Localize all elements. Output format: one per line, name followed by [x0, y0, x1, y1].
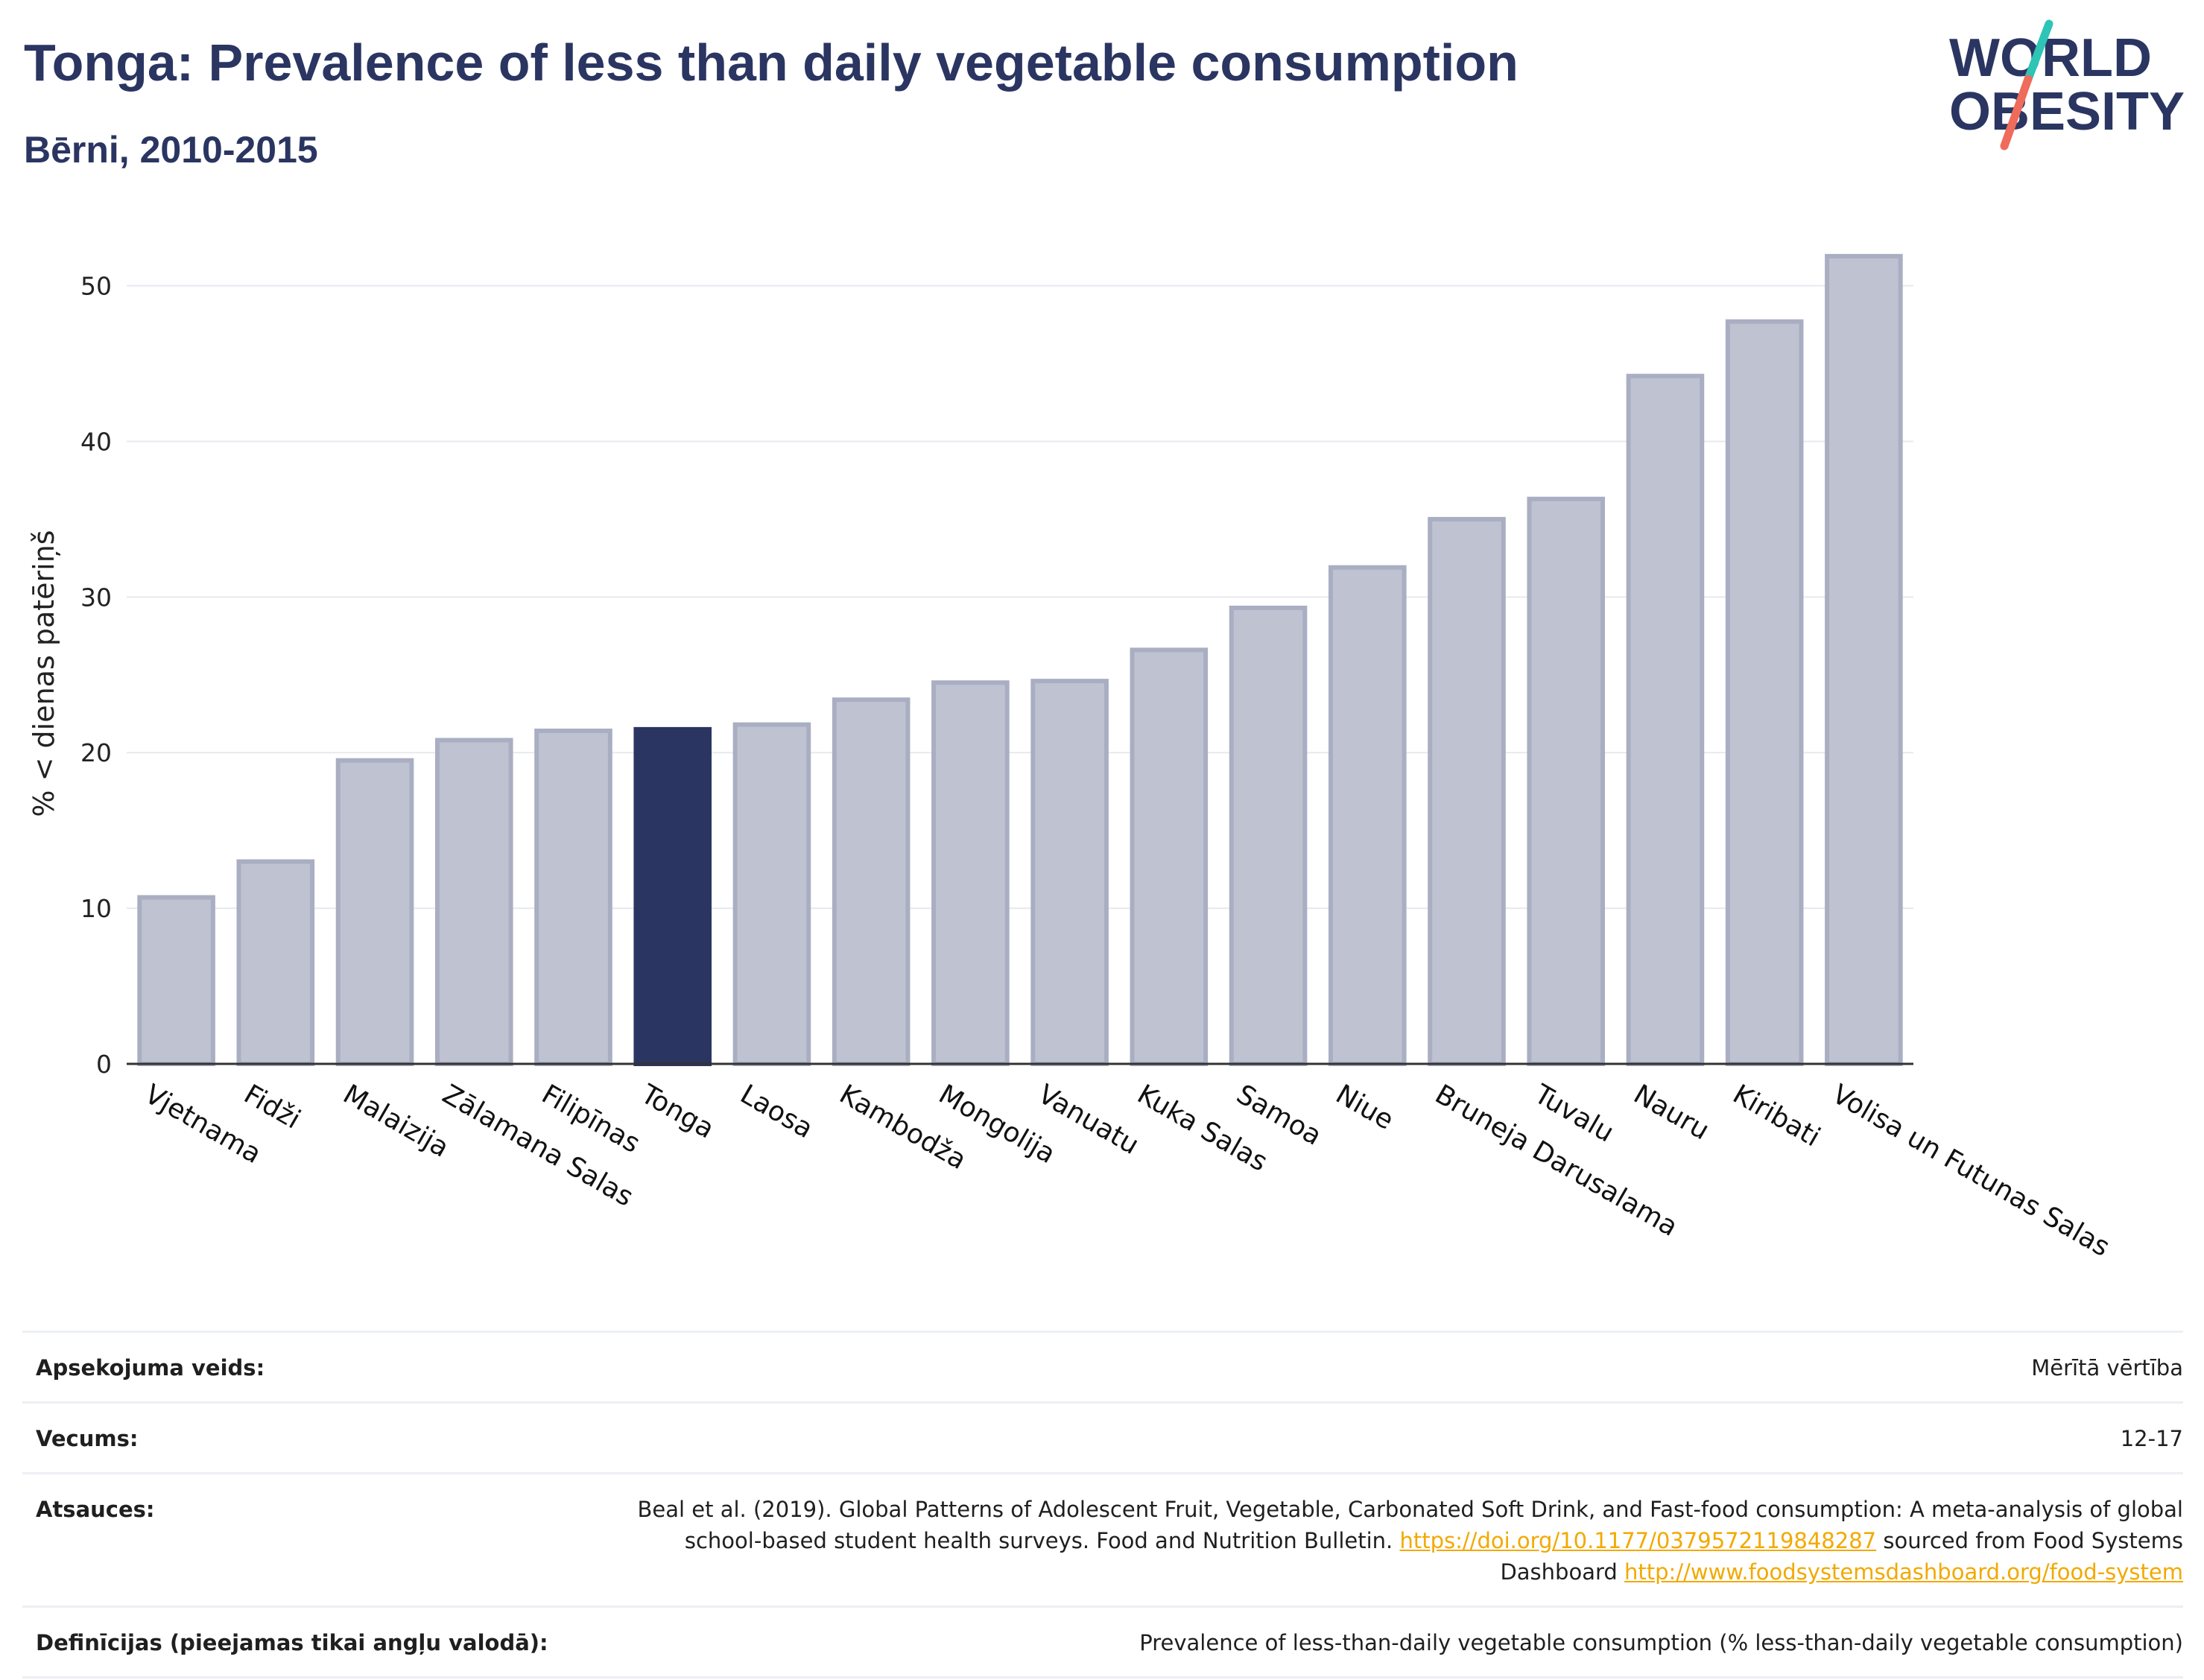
bar-Kambodža[interactable]: [832, 697, 911, 1066]
x-tick-label: Nauru: [1628, 1079, 1714, 1146]
bars: [137, 253, 1903, 1067]
x-tick-label: Volisa un Futunas Salas: [1827, 1079, 2115, 1263]
y-tick-label: 10: [80, 894, 112, 923]
page-subtitle: Bērni, 2010-2015: [24, 129, 318, 171]
bar-Mongolija[interactable]: [931, 680, 1010, 1066]
y-tick-label: 30: [80, 583, 112, 612]
meta-label: Atsauces:: [36, 1497, 155, 1522]
meta-row-references: Atsauces: Beal et al. (2019). Global Pat…: [22, 1472, 2183, 1605]
x-tick-label: Fidži: [238, 1079, 305, 1135]
y-tick-label: 50: [80, 272, 112, 301]
meta-row-survey-type: Apsekojuma veids: Mērītā vērtība: [22, 1331, 2183, 1401]
bar-Samoa[interactable]: [1229, 605, 1308, 1066]
logo-slash-bottom: [2000, 75, 2033, 150]
meta-label: Apsekojuma veids:: [36, 1355, 265, 1381]
bar-Vanuatu[interactable]: [1030, 679, 1109, 1066]
x-tick-label: Tonga: [635, 1079, 719, 1145]
bar-Tonga[interactable]: [633, 726, 712, 1067]
doi-link[interactable]: https://doi.org/10.1177/0379572119848287: [1399, 1528, 1877, 1553]
y-tick-label: 0: [96, 1050, 112, 1079]
bar-Kuka Salas[interactable]: [1130, 647, 1209, 1066]
meta-value-references: Beal et al. (2019). Global Patterns of A…: [574, 1494, 2183, 1588]
x-tick-label: Kiribati: [1728, 1079, 1825, 1153]
logo-text-obesity: OBESITY: [1949, 82, 2185, 142]
food-systems-link[interactable]: http://www.foodsystemsdashboard.org/food…: [1624, 1559, 2183, 1585]
meta-value: 12-17: [2120, 1426, 2183, 1451]
x-tick-label: Malaizija: [338, 1079, 455, 1164]
bar-Volisa un Futunas Salas[interactable]: [1825, 253, 1903, 1066]
bar-Niue[interactable]: [1328, 565, 1407, 1066]
gridlines: [127, 285, 1913, 910]
bar-Laosa[interactable]: [732, 722, 811, 1066]
bar-Tuvalu[interactable]: [1527, 496, 1606, 1066]
x-tick-label: Laosa: [735, 1079, 817, 1144]
meta-label: Definīcijas (pieejamas tikai angļu valod…: [36, 1630, 548, 1655]
y-tick-labels: 0 10 20 30 40 50: [80, 272, 112, 1079]
bar-Malaizija[interactable]: [335, 758, 414, 1067]
y-axis-label: % < dienas patēriņš: [28, 530, 60, 817]
metadata-table: Apsekojuma veids: Mērītā vērtība Vecums:…: [22, 1331, 2183, 1679]
x-tick-label: Niue: [1331, 1079, 1399, 1135]
meta-label: Vecums:: [36, 1426, 139, 1451]
logo-slash-top: [2024, 19, 2053, 83]
meta-row-definitions: Definīcijas (pieejamas tikai angļu valod…: [22, 1605, 2183, 1679]
y-tick-label: 40: [80, 427, 112, 456]
bar-Fidži[interactable]: [236, 859, 315, 1066]
meta-value: Prevalence of less-than-daily vegetable …: [1139, 1630, 2183, 1655]
reference-text: Beal et al. (2019). Global Patterns of A…: [637, 1497, 2183, 1553]
meta-value: Mērītā vērtība: [2031, 1355, 2183, 1381]
bar-Zālamana Salas[interactable]: [434, 738, 513, 1066]
bar-Filipīnas[interactable]: [534, 728, 612, 1066]
reference-source-text: sourced from Food Systems Dashboard: [1500, 1528, 2183, 1585]
bar-Vjetnama[interactable]: [137, 895, 215, 1066]
meta-row-age: Vecums: 12-17: [22, 1401, 2183, 1472]
world-obesity-logo: WORLD OBESITY: [1949, 19, 2185, 150]
logo-text-world: WORLD: [1949, 28, 2152, 88]
page-title: Tonga: Prevalence of less than daily veg…: [24, 34, 1519, 92]
bar-Kiribati[interactable]: [1725, 319, 1804, 1067]
bar-Bruneja Darusalama[interactable]: [1428, 516, 1506, 1066]
bar-Nauru[interactable]: [1626, 373, 1705, 1066]
y-tick-label: 20: [80, 738, 112, 767]
